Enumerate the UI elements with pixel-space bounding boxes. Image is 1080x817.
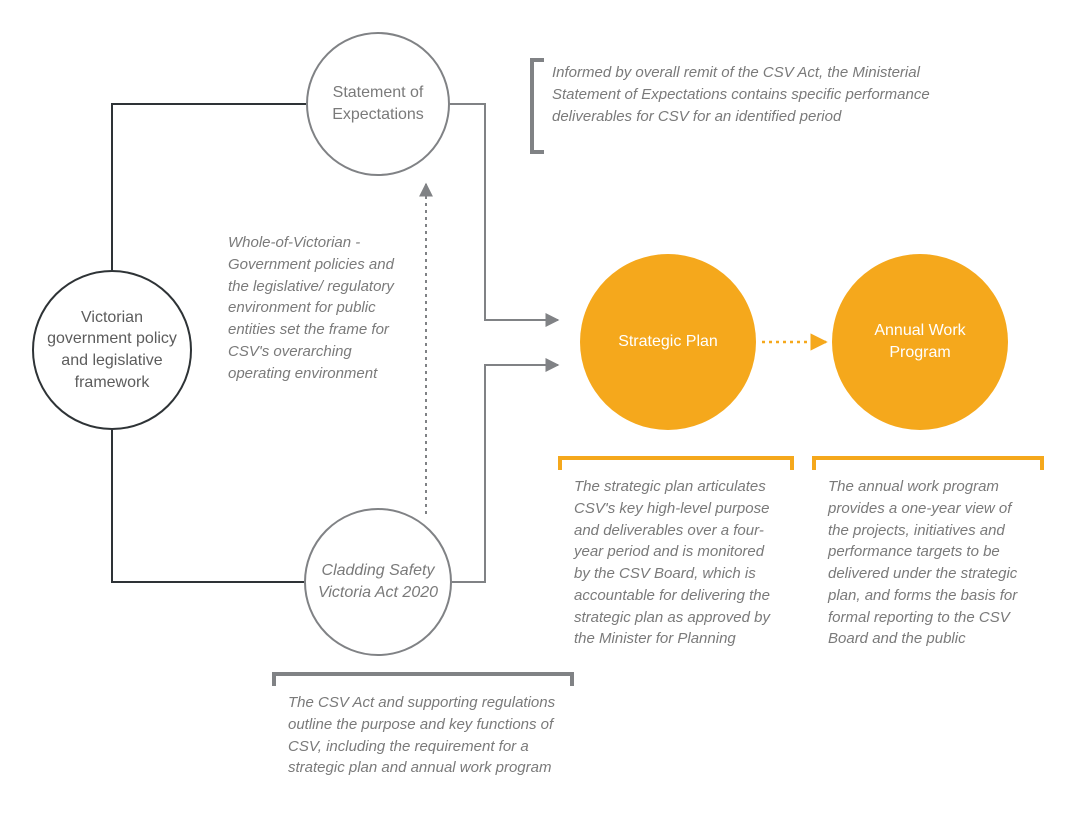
desc-csvact: The CSV Act and supporting regulations o…: [288, 692, 558, 779]
node-strategic: Strategic Plan: [580, 254, 756, 430]
node-vicgov-label: Victorian government policy and legislat…: [34, 297, 190, 403]
desc-strategic: The strategic plan articulates CSV's key…: [574, 476, 784, 650]
diagram-stage: Victorian government policy and legislat…: [0, 0, 1080, 817]
edge-vicgov-to-csvact: [112, 430, 304, 582]
desc-statement: Informed by overall remit of the CSV Act…: [552, 62, 952, 127]
node-statement: Statement of Expectations: [306, 32, 450, 176]
node-statement-label: Statement of Expectations: [308, 72, 448, 135]
node-csvact: Cladding Safety Victoria Act 2020: [304, 508, 452, 656]
desc-vicgov: Whole-of-Victorian - Government policies…: [228, 232, 413, 384]
node-annual-label: Annual Work Program: [832, 310, 1008, 375]
node-strategic-label: Strategic Plan: [608, 321, 728, 363]
edge-csvact-to-strategic: [452, 365, 558, 582]
node-vicgov: Victorian government policy and legislat…: [32, 270, 192, 430]
node-annual: Annual Work Program: [832, 254, 1008, 430]
bracket-strategic: [558, 456, 794, 470]
bracket-statement: [530, 58, 544, 154]
desc-annual: The annual work program provides a one-y…: [828, 476, 1033, 650]
node-csvact-label: Cladding Safety Victoria Act 2020: [306, 550, 450, 613]
bracket-csvact: [272, 672, 574, 686]
bracket-annual: [812, 456, 1044, 470]
